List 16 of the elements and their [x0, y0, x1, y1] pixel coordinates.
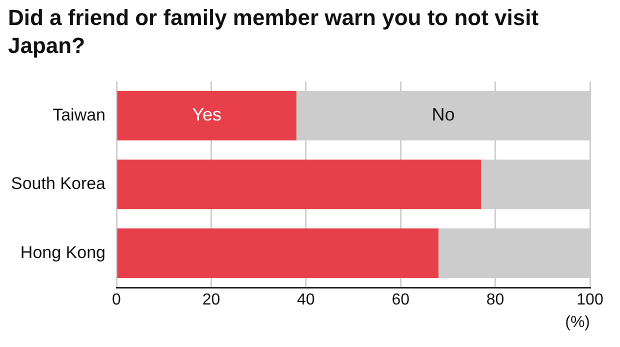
x-tick-label: 20 — [202, 292, 220, 309]
bar — [117, 160, 482, 210]
series-label: Yes — [192, 104, 222, 125]
chart-title: Did a friend or family member warn you to not visit Japan? — [8, 4, 540, 60]
x-tick-label: 80 — [486, 292, 504, 309]
x-tick-label: 40 — [297, 292, 315, 309]
y-tick-label: South Korea — [10, 174, 106, 194]
x-tick-label: 60 — [392, 292, 410, 309]
y-tick-label: Hong Kong — [20, 242, 106, 262]
y-tick-label: Taiwan — [52, 105, 106, 124]
x-axis-title: (%) — [565, 314, 590, 331]
x-tick-label: 100 — [576, 292, 604, 309]
x-tick-label: 0 — [112, 292, 122, 309]
series-label: No — [432, 104, 455, 125]
bar — [117, 228, 438, 278]
bar — [117, 90, 296, 140]
